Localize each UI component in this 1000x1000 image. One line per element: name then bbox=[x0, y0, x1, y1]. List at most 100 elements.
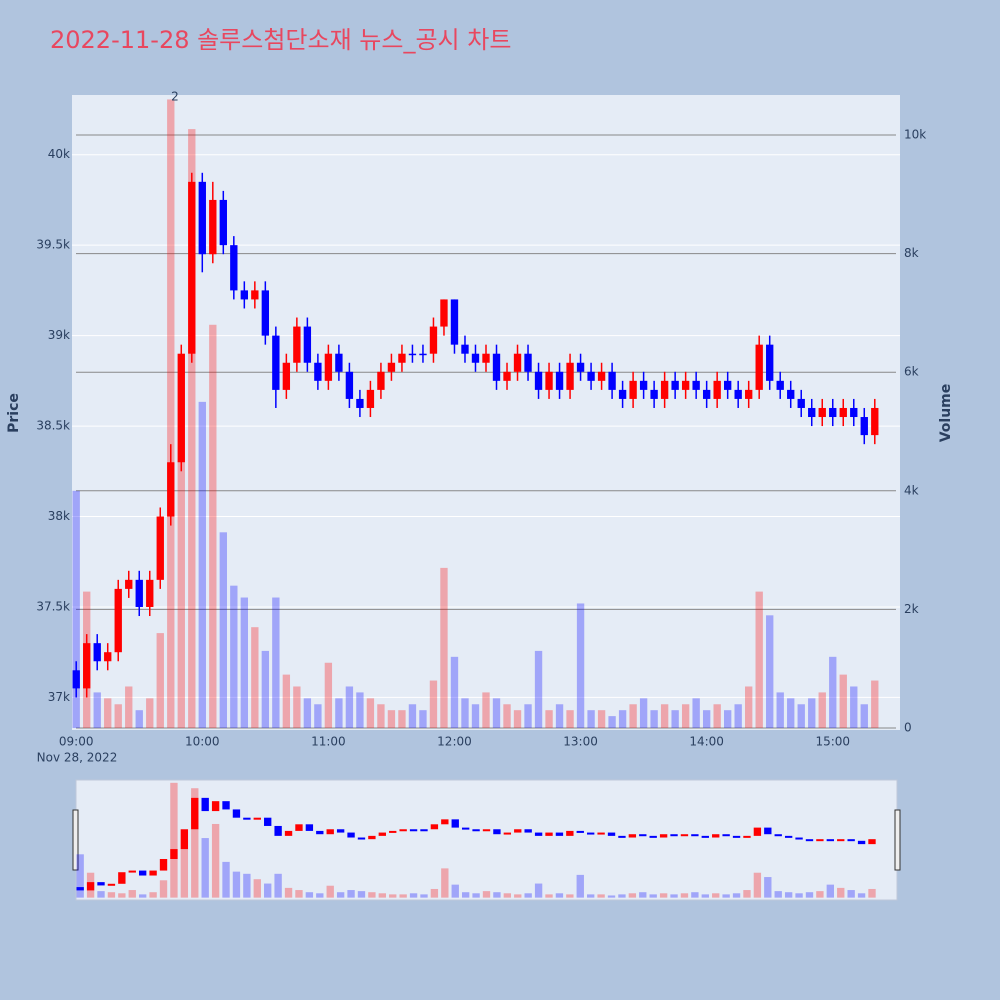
slider-volume-bar bbox=[243, 873, 251, 898]
candle-body bbox=[839, 407, 847, 418]
slider-candle bbox=[326, 829, 334, 835]
y2-tick-label: 6k bbox=[904, 365, 919, 379]
volume-bar bbox=[177, 461, 185, 728]
slider-candle bbox=[461, 827, 470, 830]
slider-volume-bar bbox=[389, 894, 397, 898]
slider-volume-bar bbox=[493, 892, 501, 898]
slider-candle bbox=[295, 824, 303, 831]
volume-bar bbox=[650, 710, 658, 728]
slider-volume-bar bbox=[274, 873, 282, 898]
slider-volume-bar bbox=[566, 894, 574, 898]
candle-body bbox=[608, 371, 616, 390]
candle-body bbox=[734, 389, 742, 399]
slider-candle bbox=[868, 839, 876, 845]
y2-tick-label: 10k bbox=[904, 128, 926, 142]
slider-candle bbox=[420, 829, 428, 832]
volume-bar bbox=[345, 686, 354, 728]
candle-body bbox=[251, 290, 259, 300]
candle-body bbox=[387, 362, 396, 372]
slider-candle bbox=[232, 809, 241, 818]
volume-bar bbox=[324, 662, 333, 728]
candle-body bbox=[681, 380, 690, 390]
candle-body bbox=[282, 362, 291, 390]
slider-candle bbox=[493, 829, 501, 835]
volume-bar bbox=[188, 129, 196, 728]
slider-volume-bar bbox=[420, 894, 428, 898]
volume-bar bbox=[850, 686, 858, 728]
slider-candle bbox=[97, 882, 105, 886]
volume-bar bbox=[808, 698, 816, 728]
candle-body bbox=[188, 181, 196, 354]
slider-candle bbox=[534, 832, 543, 836]
slider-candle bbox=[118, 872, 126, 884]
y-tick-label: 38k bbox=[48, 509, 70, 523]
volume-bar bbox=[681, 704, 690, 728]
slider-candle bbox=[159, 859, 168, 871]
candle-body bbox=[345, 371, 354, 399]
slider-candle bbox=[837, 839, 845, 842]
slider-volume-bar bbox=[139, 894, 147, 898]
candle-body bbox=[335, 353, 343, 372]
volume-bar bbox=[618, 710, 627, 728]
candle-body bbox=[566, 362, 574, 390]
slider-candle bbox=[597, 832, 605, 835]
slider-candle bbox=[191, 797, 199, 830]
candle-body bbox=[324, 353, 333, 381]
slider-candle bbox=[784, 835, 793, 838]
slider-candle bbox=[201, 797, 209, 812]
x-tick-label: 09:00 bbox=[59, 735, 94, 749]
slider-volume-bar bbox=[534, 883, 543, 898]
slider-volume-bar bbox=[222, 861, 230, 898]
candle-body bbox=[209, 199, 217, 255]
volume-bar bbox=[713, 704, 721, 728]
candle-body bbox=[450, 299, 459, 345]
volume-bar bbox=[261, 650, 270, 728]
candle-body bbox=[639, 380, 648, 390]
slider-candle bbox=[305, 824, 314, 831]
volume-bar bbox=[671, 710, 679, 728]
x-tick-label: 11:00 bbox=[311, 735, 346, 749]
candle-body bbox=[240, 290, 249, 300]
slider-candle bbox=[795, 837, 803, 840]
volume-bar bbox=[745, 686, 753, 728]
candle-body bbox=[492, 353, 501, 381]
slider-volume-bar bbox=[545, 894, 553, 898]
volume-bar bbox=[429, 680, 438, 728]
slider-candle bbox=[211, 801, 220, 812]
slider-candle bbox=[284, 830, 293, 836]
volume-bar bbox=[450, 656, 459, 728]
candle-body bbox=[755, 344, 763, 390]
slider-volume-bar bbox=[826, 884, 834, 898]
slider-volume-bar bbox=[326, 885, 334, 898]
y2-tick-label: 4k bbox=[904, 483, 919, 497]
slider-handle[interactable] bbox=[72, 809, 79, 871]
volume-bar bbox=[335, 698, 343, 728]
slider-handle[interactable] bbox=[894, 809, 901, 871]
slider-volume-bar bbox=[659, 893, 668, 898]
candle-body bbox=[787, 389, 795, 399]
volume-bar bbox=[829, 656, 837, 728]
y2-tick-label: 8k bbox=[904, 246, 919, 260]
volume-bar bbox=[797, 704, 805, 728]
volume-bar bbox=[492, 698, 501, 728]
candle-body bbox=[104, 652, 112, 662]
slider-volume-bar bbox=[795, 893, 803, 898]
slider-candle bbox=[732, 835, 741, 838]
slider-volume-bar bbox=[461, 892, 470, 898]
volume-bar bbox=[766, 615, 774, 728]
candle-body bbox=[808, 407, 816, 418]
plot-area bbox=[72, 95, 900, 730]
slider-volume-bar bbox=[576, 874, 584, 898]
slider-candle bbox=[128, 870, 136, 873]
slider-volume-bar bbox=[597, 894, 605, 898]
volume-bar bbox=[303, 698, 312, 728]
volume-bar bbox=[104, 698, 112, 728]
slider-candle bbox=[86, 882, 95, 891]
slider-candle bbox=[680, 834, 689, 837]
slider-volume-bar bbox=[357, 891, 366, 898]
range-slider[interactable] bbox=[75, 779, 898, 901]
y-axis-title: Price bbox=[6, 393, 22, 433]
slider-candle bbox=[691, 834, 699, 837]
volume-bar bbox=[240, 597, 249, 728]
slider-volume-bar bbox=[503, 893, 512, 898]
